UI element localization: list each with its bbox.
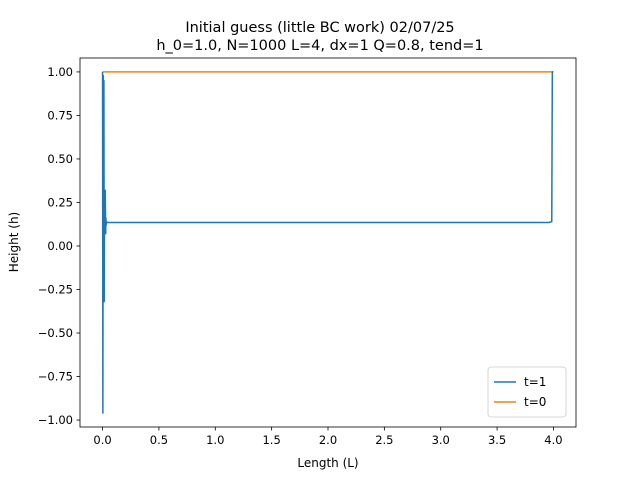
x-tick-label: 2.0 — [319, 433, 337, 447]
x-tick-label: 1.0 — [206, 433, 224, 447]
y-tick-label: −0.75 — [38, 370, 73, 384]
legend-box — [487, 366, 567, 418]
x-tick-label: 2.5 — [375, 433, 393, 447]
legend: t=1t=0 — [487, 366, 567, 418]
y-tick-label: 0.50 — [47, 152, 73, 166]
legend-label: t=1 — [524, 375, 546, 389]
plot-area: 0.0 0.5 1.0 1.5 2.0 2.5 3.0 3.5 4.0 −1.00 −0.75 −0.… — [38, 57, 577, 447]
y-tick-label: 0.00 — [47, 239, 73, 253]
y-tick-label: −0.50 — [38, 326, 73, 340]
x-tick-label: 4.0 — [544, 433, 562, 447]
y-tick-label: 1.00 — [47, 65, 73, 79]
chart-title: Initial guess (little BC work) 02/07/25 — [185, 20, 454, 36]
y-tick-label: −1.00 — [38, 413, 73, 427]
x-tick-label: 0.0 — [93, 433, 111, 447]
y-tick-label: 0.75 — [47, 108, 73, 122]
y-axis-label: Height (h) — [7, 212, 21, 272]
y-tick-label: 0.25 — [47, 195, 73, 209]
x-axis-label: Length (L) — [297, 456, 358, 470]
x-tick-label: 3.0 — [432, 433, 450, 447]
x-tick-label: 3.5 — [488, 433, 506, 447]
y-tick-label: −0.25 — [38, 282, 73, 296]
x-tick-label: 0.5 — [150, 433, 168, 447]
chart-subtitle: h_0=1.0, N=1000 L=4, dx=1 Q=0.8, tend=1 — [156, 38, 483, 54]
legend-label: t=0 — [524, 395, 546, 409]
series-line-1 — [101, 71, 554, 414]
x-tick-label: 1.5 — [262, 433, 280, 447]
